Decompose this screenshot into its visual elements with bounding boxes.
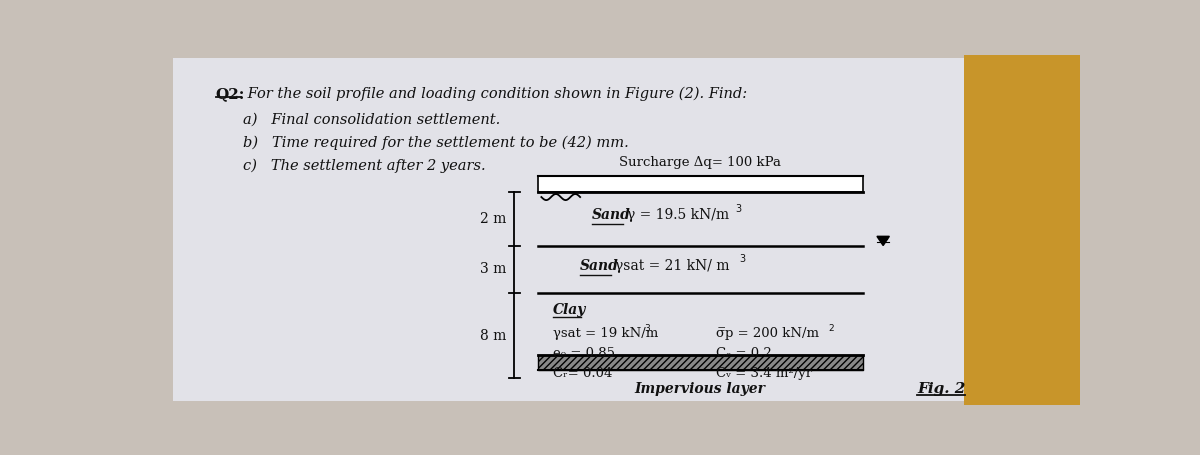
Text: Cᵥ = 3.4 m²/yr: Cᵥ = 3.4 m²/yr xyxy=(715,367,812,380)
Bar xyxy=(538,176,863,192)
Text: Fig. 2: Fig. 2 xyxy=(917,382,966,396)
Bar xyxy=(964,55,1087,405)
Text: 3: 3 xyxy=(644,324,650,333)
Text: 3 m: 3 m xyxy=(480,263,506,277)
Text: γsat = 21 kN/ m: γsat = 21 kN/ m xyxy=(616,258,730,273)
Text: b)   Time required for the settlement to be (42) mm.: b) Time required for the settlement to b… xyxy=(242,136,629,150)
Text: 3: 3 xyxy=(739,254,745,264)
Text: Q2:: Q2: xyxy=(216,87,245,101)
Text: γsat = 19 kN/m: γsat = 19 kN/m xyxy=(553,327,659,340)
Text: Sand: Sand xyxy=(592,208,631,222)
Text: 2: 2 xyxy=(828,324,834,333)
Text: Surcharge Δq= 100 kPa: Surcharge Δq= 100 kPa xyxy=(619,156,781,168)
Text: c)   The settlement after 2 years.: c) The settlement after 2 years. xyxy=(242,158,486,173)
Text: For the soil profile and loading condition shown in Figure (2). Find:: For the soil profile and loading conditi… xyxy=(242,87,748,101)
Text: Sand: Sand xyxy=(580,258,619,273)
Text: Cᵣ= 0.04: Cᵣ= 0.04 xyxy=(553,367,612,380)
Text: γ = 19.5 kN/m: γ = 19.5 kN/m xyxy=(626,208,728,222)
Polygon shape xyxy=(877,236,889,246)
Text: e₀ = 0.85: e₀ = 0.85 xyxy=(553,347,616,360)
Bar xyxy=(538,355,863,370)
Text: 2 m: 2 m xyxy=(480,212,506,226)
Text: a)   Final consolidation settlement.: a) Final consolidation settlement. xyxy=(242,112,500,126)
Text: Impervious layer: Impervious layer xyxy=(635,382,766,396)
Text: 3: 3 xyxy=(736,203,742,213)
Text: Cₑ = 0.2: Cₑ = 0.2 xyxy=(715,347,772,360)
Text: 8 m: 8 m xyxy=(480,329,506,343)
Text: σ̅p = 200 kN/m: σ̅p = 200 kN/m xyxy=(715,327,818,340)
Text: Clay: Clay xyxy=(553,303,587,317)
